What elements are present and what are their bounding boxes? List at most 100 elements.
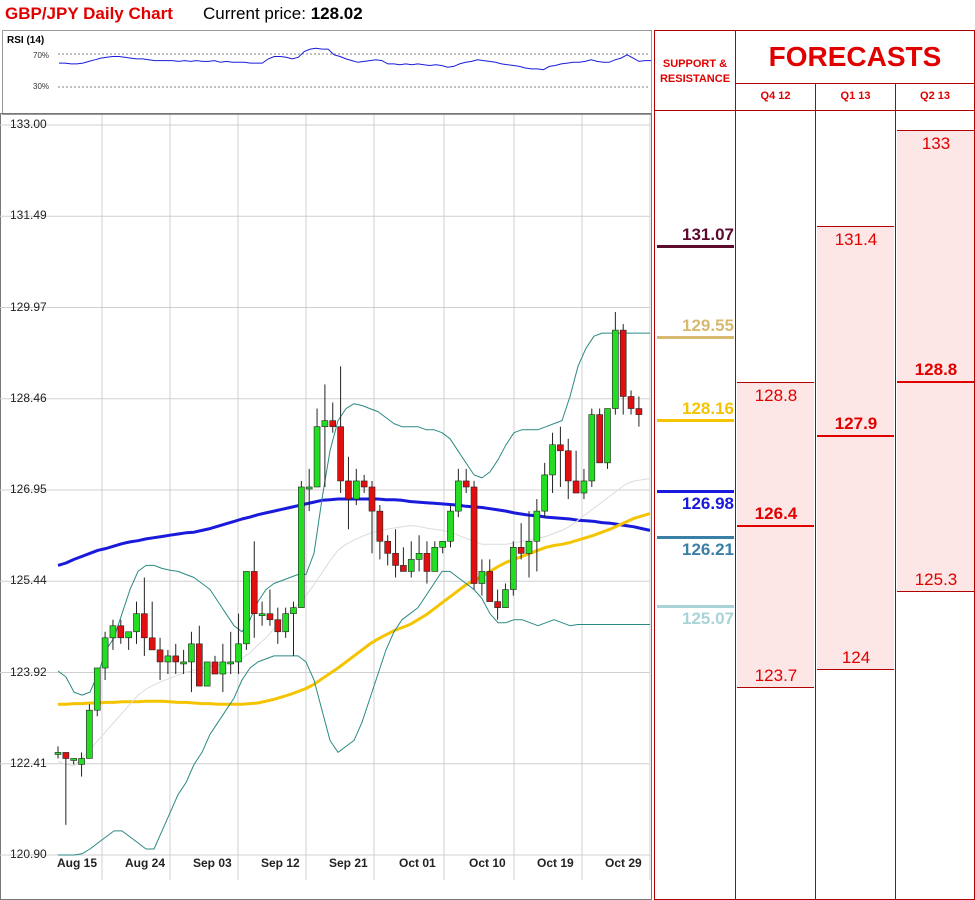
sr-level-line (657, 536, 734, 540)
candle-body (486, 571, 494, 602)
candle-body (298, 486, 305, 608)
candle-body (305, 486, 313, 490)
forecast-high: 131.4 (834, 230, 878, 249)
x-tick-label: Sep 12 (261, 856, 300, 870)
candle-body (117, 625, 125, 639)
candle-body (62, 752, 70, 759)
x-tick-label: Sep 03 (193, 856, 232, 870)
candle-body (164, 655, 172, 663)
candle-body (180, 661, 187, 665)
candle-body (541, 474, 549, 512)
chart-header: GBP/JPY Daily Chart Current price: 128.0… (0, 0, 650, 30)
indicator-line-blue (57, 497, 651, 567)
candle-body (557, 444, 564, 452)
candle-body (258, 613, 266, 616)
rsi-plot (58, 47, 651, 88)
y-tick-label: 128.46 (10, 390, 47, 405)
candle-body (274, 619, 282, 633)
x-tick-label: Aug 15 (57, 856, 98, 870)
y-tick-label: 131.49 (10, 208, 47, 223)
rsi-title: RSI (14) (7, 35, 45, 46)
candle-body (266, 613, 274, 621)
y-tick-label: 123.92 (10, 664, 47, 679)
candle-body (196, 643, 203, 687)
forecast-high: 128.8 (754, 386, 798, 405)
rsi-level-low: 30% (33, 82, 50, 91)
indicator-line-bb_lower (58, 570, 650, 856)
candle-body (470, 486, 478, 584)
candle-body (250, 571, 258, 614)
forecasts-title: FORECASTS (735, 30, 975, 84)
candle-body (549, 444, 556, 476)
candle-body (533, 510, 541, 542)
candle-body (172, 655, 180, 663)
x-tick-label: Sep 21 (329, 856, 368, 870)
candle-body (227, 661, 234, 665)
x-tick-label: Aug 24 (125, 856, 166, 870)
current-price-value: 128.02 (310, 4, 363, 23)
x-tick-label: Oct 01 (399, 856, 436, 870)
candle-body (282, 613, 289, 633)
candle-body (133, 613, 140, 633)
candle-body (156, 649, 164, 663)
forecast-low: 124 (841, 648, 871, 667)
candle-body (564, 450, 572, 482)
candle-body (384, 540, 392, 554)
candle-body (109, 625, 117, 639)
candle-body (219, 661, 227, 675)
candle-body (329, 420, 337, 427)
y-tick-label: 126.95 (10, 482, 47, 496)
candle-body (455, 480, 462, 512)
sr-level-line (657, 490, 734, 494)
candle-body (392, 553, 399, 566)
candle-body (337, 426, 344, 482)
sr-level-line (657, 419, 734, 423)
forecast-mid: 126.4 (754, 504, 798, 523)
sr-level-value: 131.07 (682, 224, 734, 244)
forecast-low: 125.3 (914, 570, 958, 589)
forecast-range (737, 382, 814, 688)
candle-body (101, 637, 109, 669)
x-tick-label: Oct 10 (469, 856, 506, 870)
candle-body (290, 607, 297, 614)
rsi-line (59, 47, 651, 71)
candle-body (235, 643, 242, 663)
sr-level-value: 129.55 (682, 316, 734, 335)
candle-body (211, 661, 219, 675)
sr-level-value: 126.21 (682, 540, 734, 560)
price-chart (0, 115, 651, 880)
sr-level-line (657, 244, 734, 248)
support-resistance-header: SUPPORT & RESISTANCE (654, 30, 736, 111)
x-tick-label: Oct 19 (537, 856, 574, 870)
x-tick-label: Oct 29 (605, 856, 642, 870)
candle-body (345, 480, 352, 500)
sr-level-line (657, 604, 734, 608)
sr-level-value: 128.16 (682, 399, 734, 419)
candle-body (596, 414, 603, 464)
candle-body (525, 540, 533, 554)
candle-body (580, 480, 588, 494)
candle-body (203, 661, 211, 687)
candle-body (423, 553, 431, 572)
candle-body (604, 408, 611, 464)
candle-body (517, 547, 525, 554)
candle-body (439, 540, 446, 548)
candle-body (125, 631, 132, 639)
chart-title: GBP/JPY Daily Chart (5, 4, 173, 23)
forecast-mid-line (817, 435, 894, 437)
candle-body (509, 547, 517, 590)
candle-body (478, 571, 486, 584)
forecast-column-header: Q1 13 (815, 83, 896, 111)
candle-body (93, 667, 101, 711)
candle-body (588, 414, 596, 482)
candle-body (368, 486, 376, 512)
forecast-range (817, 226, 894, 670)
candle-body (70, 758, 77, 761)
candle-body (243, 571, 250, 645)
candle-body (141, 613, 148, 639)
rsi-level-high: 70% (33, 51, 50, 60)
support-resistance-header-line: RESISTANCE (659, 73, 731, 85)
support-resistance-header-line: SUPPORT & (662, 58, 728, 70)
candle-body (54, 752, 62, 755)
candle-body (572, 480, 580, 494)
